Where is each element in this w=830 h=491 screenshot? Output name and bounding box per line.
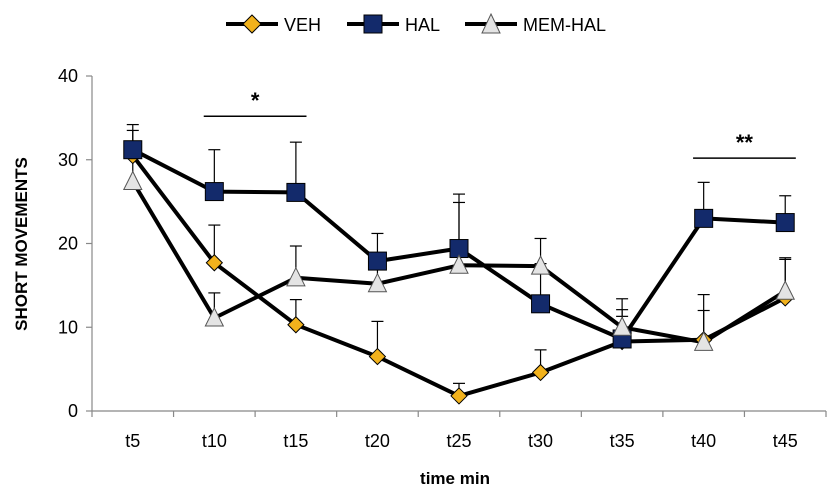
x-tick-label: t5 — [125, 431, 140, 451]
legend: VEH HAL MEM-HAL — [226, 12, 606, 35]
legend-marker-hal — [363, 14, 383, 34]
data-point-mem-hal — [449, 254, 469, 274]
data-point-veh — [205, 254, 224, 272]
legend-label-mem-hal: MEM-HAL — [523, 15, 606, 35]
data-point-veh — [531, 363, 550, 382]
x-tick-label: t15 — [283, 431, 308, 451]
data-point-mem-hal — [122, 170, 143, 191]
data-point-mem-hal — [612, 316, 632, 336]
significance-annotations: *** — [203, 88, 796, 159]
x-tick-label: t40 — [691, 431, 716, 451]
data-point-veh — [287, 316, 305, 334]
data-point-mem-hal — [693, 331, 714, 351]
data-point-mem-hal — [286, 266, 306, 287]
data-point-mem-hal — [530, 254, 551, 275]
data-point-veh — [368, 347, 387, 366]
data-point-hal — [123, 140, 143, 160]
data-point-hal — [367, 251, 387, 271]
y-tick-label: 20 — [58, 234, 78, 254]
y-tick-label: 0 — [68, 401, 78, 421]
x-tick-label: t25 — [446, 431, 471, 451]
legend-marker-veh — [242, 14, 262, 34]
data-point-hal — [694, 208, 714, 228]
data-point-hal — [204, 182, 224, 202]
legend-label-veh: VEH — [284, 15, 321, 35]
x-tick-label: t20 — [365, 431, 390, 451]
data-point-veh — [450, 387, 468, 405]
x-tick-label: t30 — [528, 431, 553, 451]
legend-item-hal: HAL — [347, 14, 440, 35]
data-point-mem-hal — [775, 280, 796, 300]
significance-label: * — [251, 88, 260, 113]
legend-label-hal: HAL — [405, 15, 440, 35]
y-tick-label: 40 — [58, 66, 78, 86]
legend-item-veh: VEH — [226, 14, 321, 35]
x-axis-title: time min — [420, 469, 490, 488]
significance-label: ** — [736, 130, 754, 155]
y-tick-label: 10 — [58, 317, 78, 337]
legend-item-mem-hal: MEM-HAL — [465, 12, 606, 35]
series-markers — [122, 140, 796, 405]
x-tick-label: t35 — [610, 431, 635, 451]
legend-marker-mem-hal — [481, 12, 501, 34]
data-point-mem-hal — [367, 272, 388, 293]
y-tick-label: 30 — [58, 150, 78, 170]
x-tick-label: t45 — [773, 431, 798, 451]
data-point-hal — [286, 182, 306, 202]
data-point-hal — [775, 213, 795, 233]
y-axis-title: SHORT MOVEMENTS — [12, 157, 31, 331]
data-point-hal — [531, 294, 551, 314]
data-point-mem-hal — [204, 306, 225, 327]
x-tick-label: t10 — [202, 431, 227, 451]
axes: 0 10 20 30 40 t5 t10 t15 t20 t25 t30 t35 t40 t45 — [58, 66, 827, 451]
